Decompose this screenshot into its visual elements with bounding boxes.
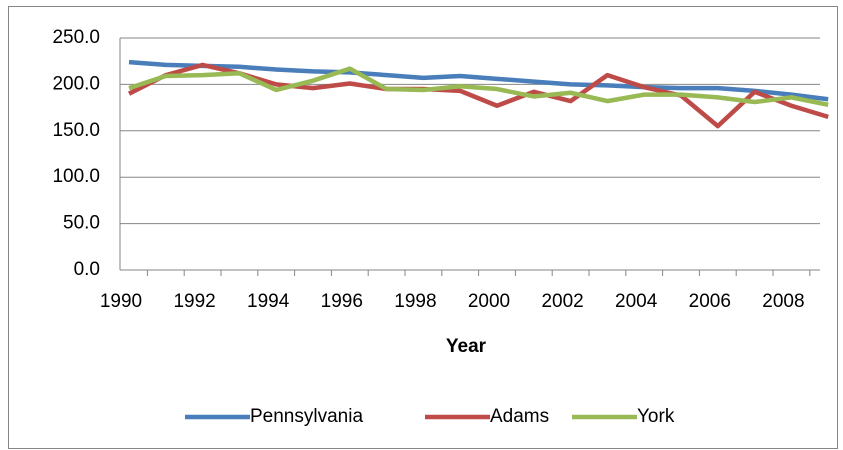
chart-frame	[8, 6, 838, 449]
x-tick-label: 2008	[762, 291, 804, 312]
legend-label: York	[637, 406, 675, 427]
x-tick-label: 1992	[173, 291, 215, 312]
x-tick-label: 1994	[247, 291, 290, 312]
y-tick-label: 250.0	[52, 27, 100, 48]
series-line	[128, 66, 829, 108]
x-tick-label: 2000	[468, 291, 510, 312]
y-tick-label: 0.0	[74, 259, 100, 280]
y-tick-label: 200.0	[52, 73, 100, 94]
x-tick-label: 1998	[394, 291, 436, 312]
y-tick-label: 50.0	[63, 213, 100, 234]
x-tick-label: 1996	[321, 291, 363, 312]
x-tick-label: 1990	[100, 291, 142, 312]
series-line	[128, 59, 829, 102]
x-axis-title: Year	[446, 336, 487, 357]
x-tick-label: 2006	[689, 291, 731, 312]
y-tick-label: 150.0	[52, 120, 100, 141]
x-tick-label: 2002	[541, 291, 583, 312]
legend-label: Pennsylvania	[250, 406, 363, 427]
y-tick-label: 100.0	[52, 166, 100, 187]
x-tick-label: 2004	[615, 291, 658, 312]
legend-label: Adams	[490, 406, 549, 427]
